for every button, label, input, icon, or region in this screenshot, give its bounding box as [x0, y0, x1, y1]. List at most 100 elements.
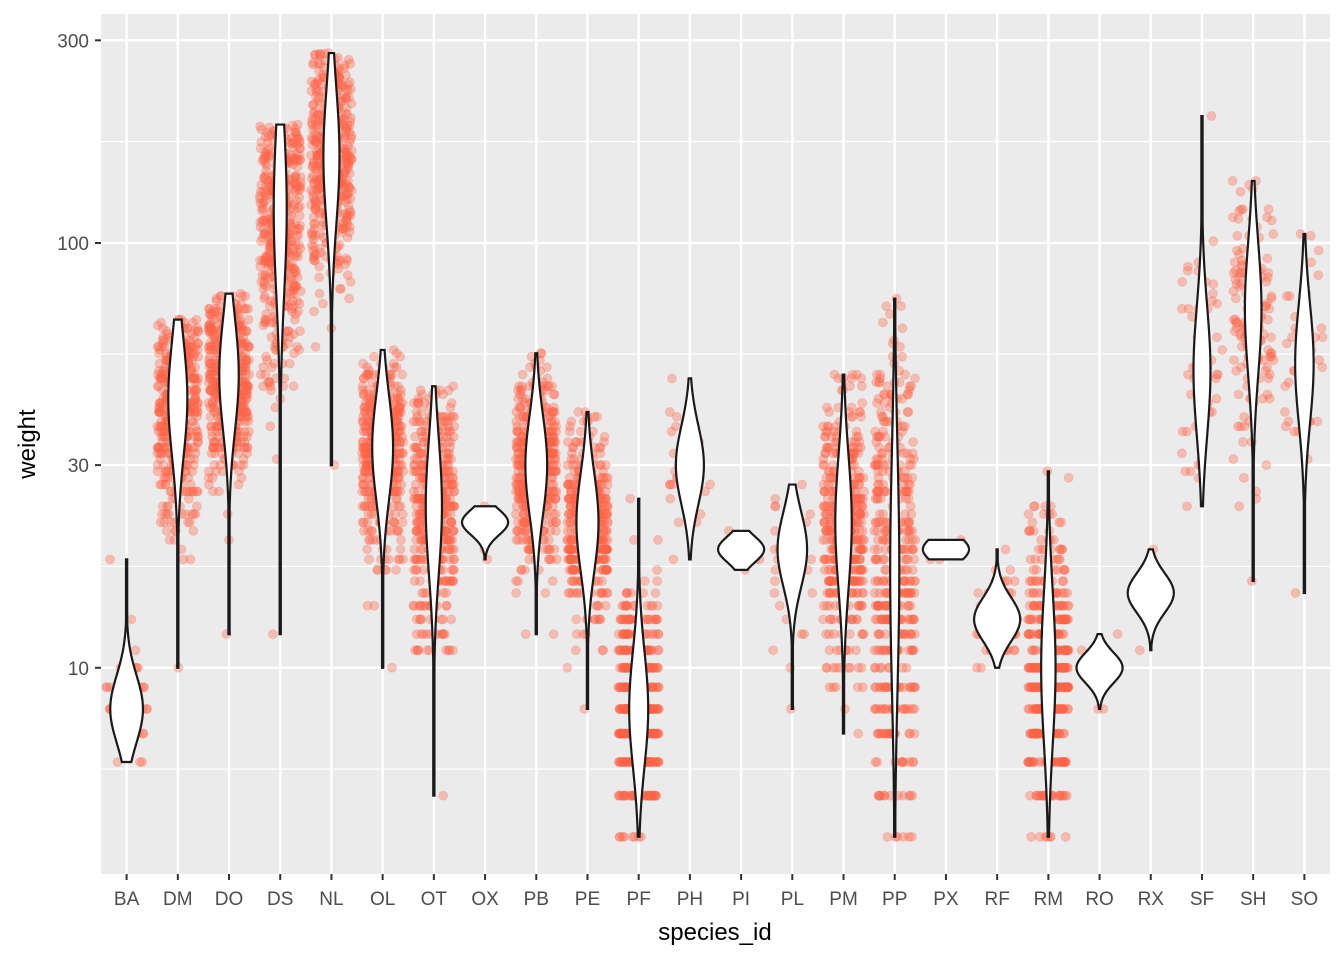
- data-point: [287, 260, 296, 269]
- data-point: [882, 302, 891, 311]
- data-point: [883, 832, 892, 841]
- data-point: [416, 386, 425, 395]
- data-point: [443, 535, 452, 544]
- data-point: [517, 565, 526, 574]
- data-point: [445, 646, 454, 655]
- data-point: [213, 427, 222, 436]
- data-point: [898, 324, 907, 333]
- data-point: [851, 555, 860, 564]
- data-point: [335, 284, 344, 293]
- data-point: [266, 386, 275, 395]
- data-point: [603, 588, 612, 597]
- data-point: [449, 565, 458, 574]
- data-point: [387, 663, 396, 672]
- data-point: [210, 461, 219, 470]
- data-point: [316, 59, 325, 68]
- data-point: [447, 399, 456, 408]
- data-point: [190, 461, 199, 470]
- data-point: [418, 432, 427, 441]
- data-point: [627, 588, 636, 597]
- data-point: [853, 683, 862, 692]
- data-point: [363, 386, 372, 395]
- data-point: [162, 526, 171, 535]
- data-point: [445, 545, 454, 554]
- data-point: [185, 342, 194, 351]
- data-point: [599, 646, 608, 655]
- data-point: [819, 535, 828, 544]
- data-point: [393, 526, 402, 535]
- data-point: [396, 386, 405, 395]
- data-point: [309, 235, 318, 244]
- data-point: [871, 683, 880, 692]
- data-point: [571, 438, 580, 447]
- data-point: [449, 480, 458, 489]
- data-point: [513, 473, 522, 482]
- data-point: [361, 422, 370, 431]
- data-point: [667, 427, 676, 436]
- data-point: [602, 526, 611, 535]
- data-point: [439, 791, 448, 800]
- data-point: [565, 588, 574, 597]
- data-point: [541, 588, 550, 597]
- data-point: [312, 250, 321, 259]
- data-point: [345, 294, 354, 303]
- data-point: [289, 138, 298, 147]
- data-point: [268, 630, 277, 639]
- data-point: [363, 601, 372, 610]
- data-point: [194, 327, 203, 336]
- data-point: [896, 302, 905, 311]
- data-point: [396, 545, 405, 554]
- data-point: [398, 518, 407, 527]
- data-point: [309, 307, 318, 316]
- data-point: [369, 352, 378, 361]
- data-point: [857, 518, 866, 527]
- data-point: [852, 427, 861, 436]
- data-point: [857, 663, 866, 672]
- data-point: [827, 432, 836, 441]
- data-point: [365, 366, 374, 375]
- data-point: [289, 302, 298, 311]
- data-point: [858, 399, 867, 408]
- data-point: [413, 646, 422, 655]
- data-point: [193, 339, 202, 348]
- data-point: [870, 588, 879, 597]
- data-point: [209, 487, 218, 496]
- data-point: [825, 630, 834, 639]
- data-point: [364, 510, 373, 519]
- data-point: [831, 422, 840, 431]
- data-point: [567, 417, 576, 426]
- data-point: [399, 449, 408, 458]
- data-point: [414, 449, 423, 458]
- data-point: [261, 271, 270, 280]
- data-point: [210, 449, 219, 458]
- data-point: [444, 386, 453, 395]
- data-point: [266, 422, 275, 431]
- data-point: [603, 518, 612, 527]
- data-point: [878, 318, 887, 327]
- data-point: [309, 109, 318, 118]
- data-point: [257, 137, 266, 146]
- data-point: [242, 382, 251, 391]
- data-point: [518, 370, 527, 379]
- data-point: [668, 374, 677, 383]
- data-point: [416, 545, 425, 554]
- data-point: [563, 663, 572, 672]
- data-point: [157, 318, 166, 327]
- data-point: [851, 438, 860, 447]
- data-point: [395, 555, 404, 564]
- data-point: [366, 394, 375, 403]
- data-point: [906, 577, 915, 586]
- data-point: [572, 615, 581, 624]
- data-point: [154, 408, 163, 417]
- data-point: [614, 646, 623, 655]
- data-point: [204, 378, 213, 387]
- data-point: [857, 545, 866, 554]
- data-point: [563, 545, 572, 554]
- data-point: [411, 494, 420, 503]
- data-point: [820, 487, 829, 496]
- data-point: [551, 467, 560, 476]
- data-point: [870, 555, 879, 564]
- data-point: [875, 510, 884, 519]
- data-point: [295, 221, 304, 230]
- data-point: [365, 535, 374, 544]
